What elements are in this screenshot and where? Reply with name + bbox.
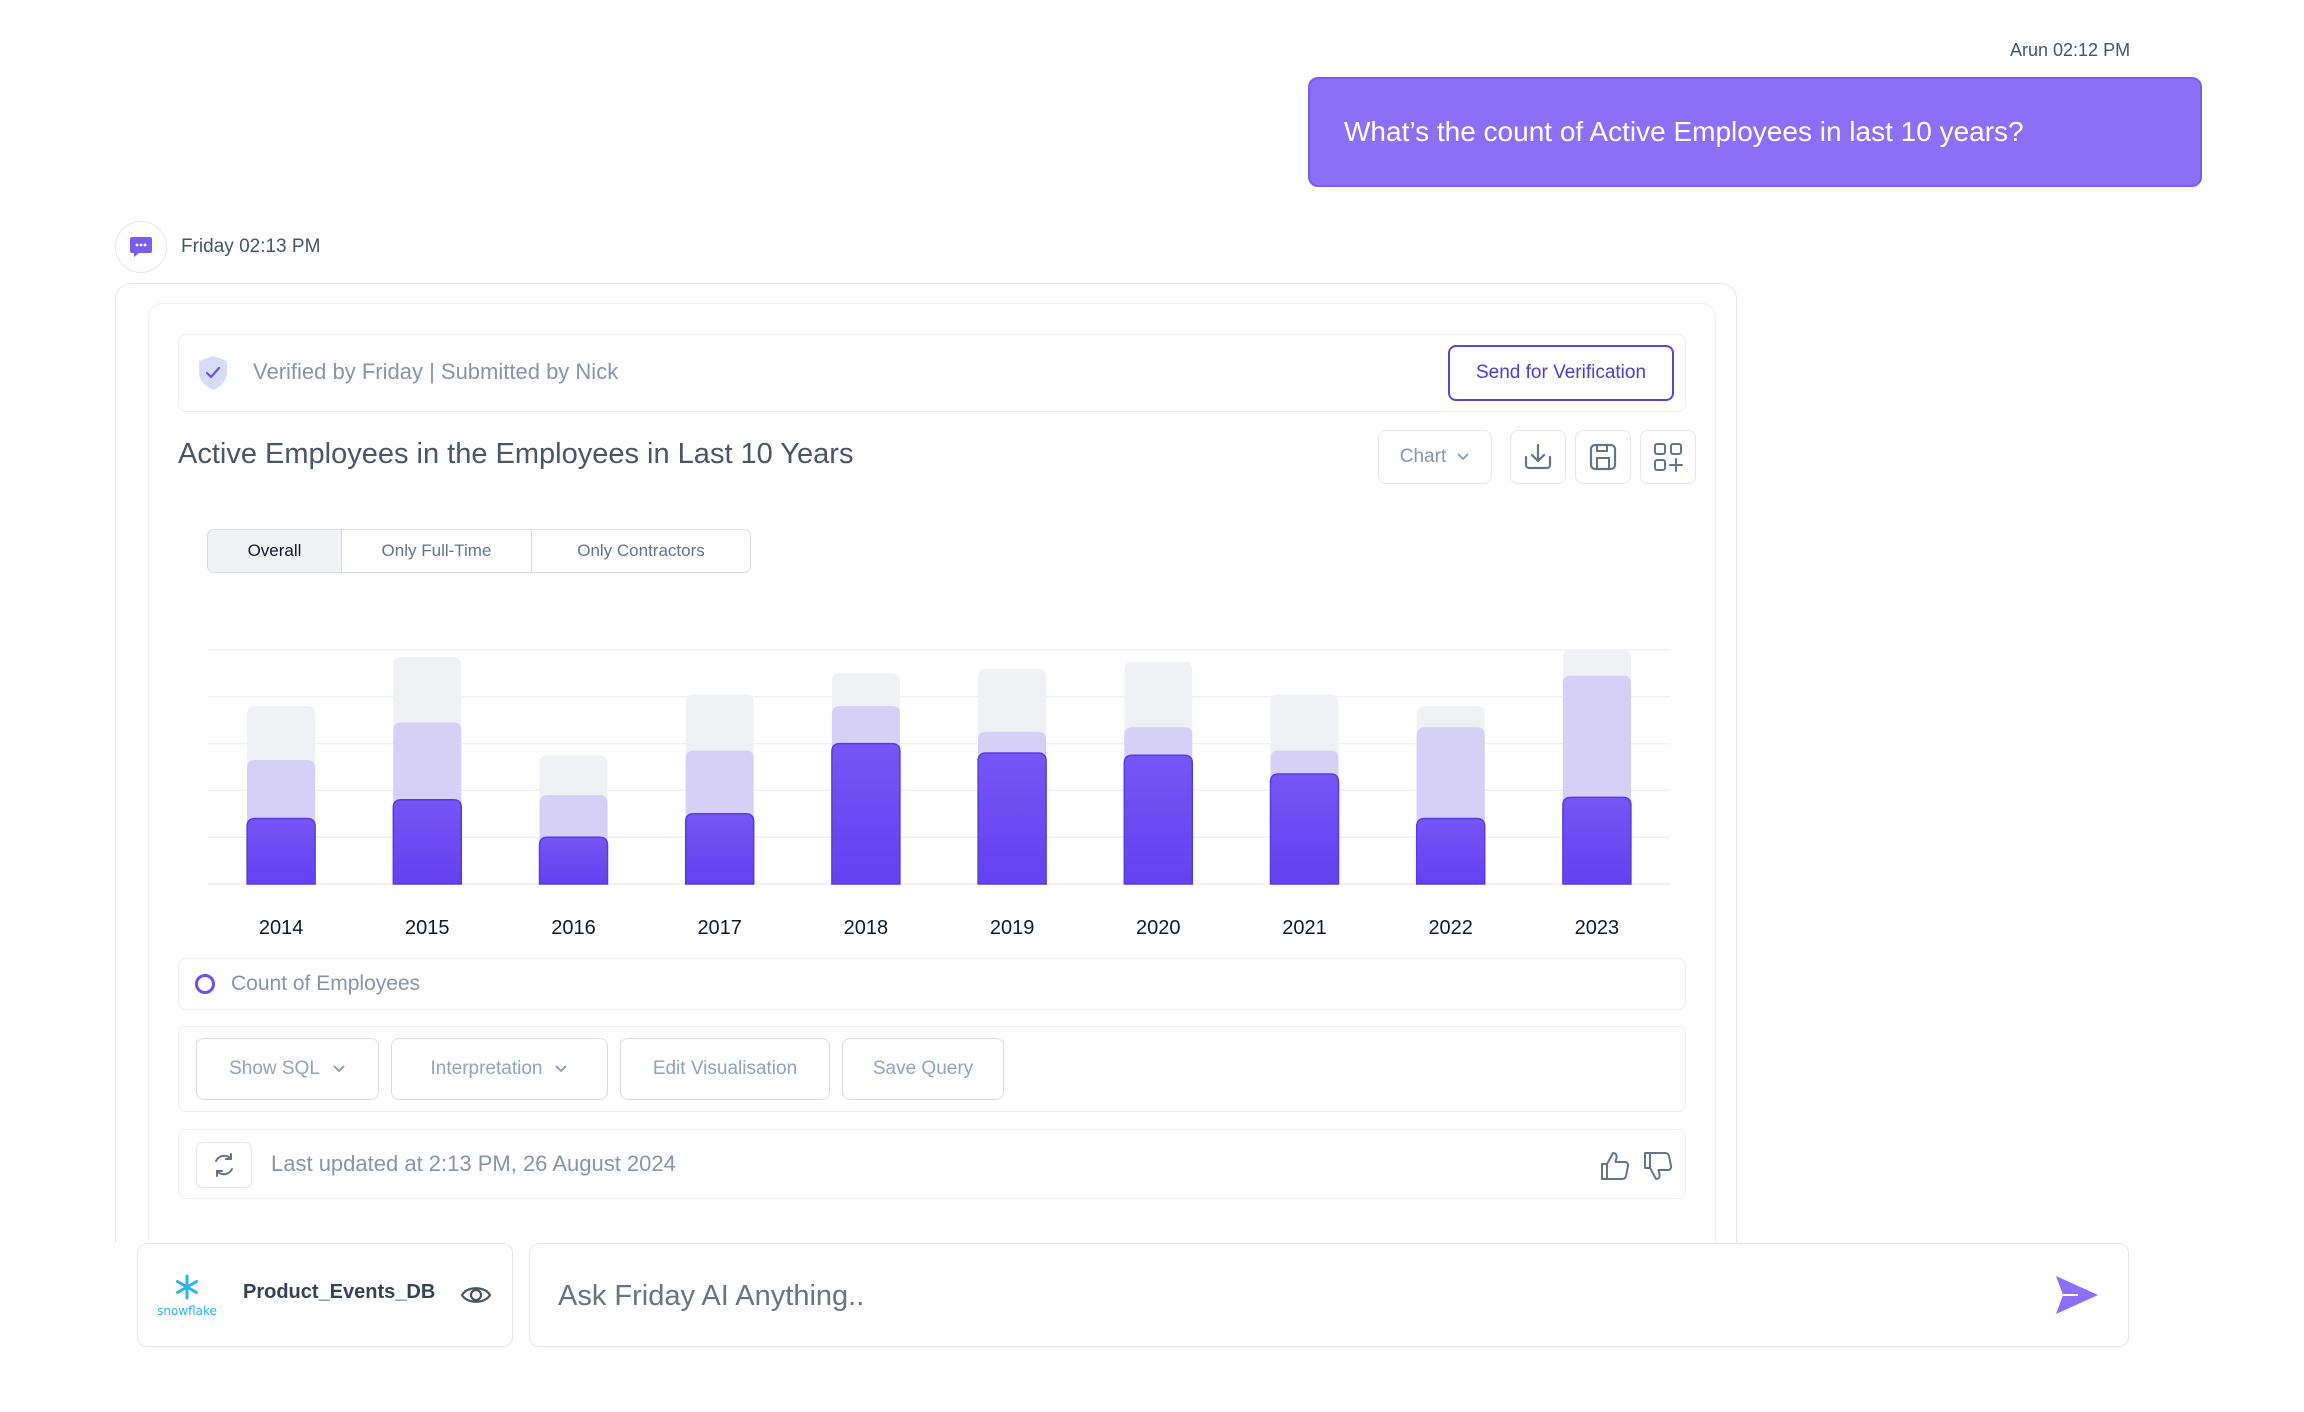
send-for-verification-button[interactable]: Send for Verification [1448, 345, 1674, 401]
bar-primary-2020[interactable] [1123, 754, 1194, 885]
show-sql-button[interactable]: Show SQL [196, 1038, 379, 1100]
bar-primary-2021[interactable] [1269, 773, 1340, 885]
actions-row [178, 1026, 1686, 1112]
bar-primary-2019[interactable] [977, 752, 1047, 885]
save-query-label: Save Query [872, 1058, 974, 1079]
x-tick-label: 2016 [551, 917, 596, 939]
x-tick-label: 2017 [697, 917, 742, 939]
download-button[interactable] [1510, 430, 1566, 484]
bar-chart: 2014 2015 2016 2017 2018 2019 2020 2021 2022 2023 [208, 649, 1670, 939]
x-tick-label: 2018 [844, 917, 889, 939]
x-tick-label: 2023 [1575, 917, 1620, 939]
verification-row [178, 334, 1686, 412]
thumbs-down-icon[interactable] [1641, 1149, 1675, 1183]
send-icon[interactable] [2052, 1270, 2102, 1320]
bot-message-meta: Friday 02:13 PM [181, 236, 321, 257]
user-message-text: What’s the count of Active Employees in … [1344, 116, 2024, 147]
tab-overall[interactable]: Overall [208, 530, 342, 572]
chevron-down-icon [333, 1065, 345, 1073]
tab-only-full-time[interactable]: Only Full-Time [342, 530, 532, 572]
last-updated-text: Last updated at 2:13 PM, 26 August 2024 [271, 1151, 676, 1176]
chart-title: Active Employees in the Employees in Las… [178, 438, 854, 470]
eye-icon[interactable] [460, 1280, 492, 1310]
legend-marker [195, 974, 215, 994]
x-tick-label: 2021 [1282, 917, 1327, 939]
database-selector[interactable] [137, 1243, 513, 1347]
show-sql-label: Show SQL [229, 1058, 320, 1079]
chat-bubble-icon [130, 237, 152, 257]
save-query-button[interactable]: Save Query [842, 1038, 1004, 1100]
ask-input[interactable] [556, 1270, 2016, 1322]
snowflake-logo-icon: snowflake [157, 1274, 217, 1318]
download-icon [1524, 443, 1552, 470]
thumbs-up-icon[interactable] [1598, 1149, 1632, 1183]
save-icon [1589, 443, 1617, 471]
bar-primary-2022[interactable] [1415, 817, 1486, 885]
legend-row [178, 958, 1686, 1010]
chevron-down-icon [1457, 453, 1469, 461]
view-type-label: Chart [1399, 446, 1447, 467]
verified-shield-icon [199, 356, 227, 390]
interpretation-button[interactable]: Interpretation [391, 1038, 608, 1100]
x-tick-label: 2019 [990, 917, 1035, 939]
bot-avatar [115, 221, 167, 273]
interpretation-label: Interpretation [430, 1058, 543, 1079]
last-updated-row [178, 1129, 1686, 1199]
user-message-meta: Arun 02:12 PM [2010, 40, 2131, 60]
bar-primary-2017[interactable] [684, 813, 755, 885]
tab-only-contractors[interactable]: Only Contractors [577, 541, 705, 560]
legend-label: Count of Employees [231, 972, 421, 995]
add-grid-icon [1654, 443, 1683, 472]
bar-primary-2014[interactable] [246, 817, 316, 885]
filter-tabs: Overall Only Full-Time Only Contractors [207, 529, 751, 573]
chevron-down-icon [555, 1065, 568, 1073]
bar-primary-2016[interactable] [538, 836, 609, 885]
bar-primary-2023[interactable] [1562, 796, 1632, 885]
x-tick-label: 2014 [259, 917, 304, 939]
database-name: Product_Events_DB [243, 1281, 436, 1303]
save-button[interactable] [1575, 430, 1631, 484]
refresh-button[interactable] [196, 1142, 252, 1188]
view-type-dropdown[interactable]: Chart [1378, 430, 1492, 484]
x-tick-label: 2015 [405, 917, 450, 939]
edit-visualisation-button[interactable]: Edit Visualisation [620, 1038, 830, 1100]
refresh-icon [215, 1153, 233, 1177]
bar-primary-2018[interactable] [831, 742, 901, 885]
x-tick-label: 2022 [1428, 917, 1473, 939]
bar-primary-2015[interactable] [392, 799, 463, 885]
add-to-dashboard-button[interactable] [1640, 430, 1696, 484]
user-message-bubble: What’s the count of Active Employees in … [1308, 77, 2202, 187]
snowflake-logo-text: snowflake [157, 1304, 217, 1318]
edit-visualisation-label: Edit Visualisation [652, 1058, 798, 1079]
verification-text: Verified by Friday | Submitted by Nick [253, 359, 619, 384]
x-tick-label: 2020 [1136, 917, 1181, 939]
